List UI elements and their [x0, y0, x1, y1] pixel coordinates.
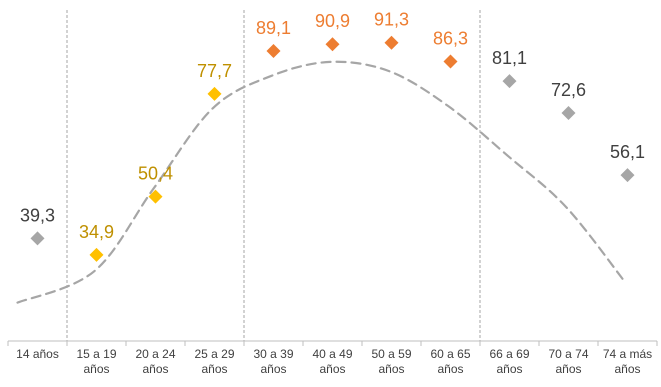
x-tick-label-line: años: [555, 362, 581, 376]
x-tick-label-line: 30 a 39: [253, 347, 293, 361]
x-tick-label-line: 70 a 74: [548, 347, 588, 361]
x-tick-label-line: años: [378, 362, 404, 376]
data-label: 77,7: [197, 61, 232, 81]
x-tick-label-line: años: [142, 362, 168, 376]
x-tick-label: 40 a 49 años: [312, 347, 352, 376]
data-point-marker: [561, 106, 576, 121]
x-tick-label-line: 60 a 65: [430, 347, 470, 361]
data-point-marker: [207, 86, 222, 101]
x-tick-label: 14 años: [16, 347, 59, 361]
data-label: 50,4: [138, 164, 173, 184]
x-tick-label-line: 66 a 69: [489, 347, 529, 361]
x-tick-label-line: 25 a 29: [194, 347, 234, 361]
data-point-marker: [443, 54, 458, 69]
x-tick-label-line: años: [496, 362, 522, 376]
x-tick-label: 30 a 39 años: [253, 347, 293, 376]
data-point-marker: [148, 189, 163, 204]
data-point-marker: [620, 168, 635, 183]
data-point-marker: [502, 74, 517, 89]
x-tick-label: 50 a 59 años: [371, 347, 411, 376]
x-tick-label-line: 20 a 24: [135, 347, 175, 361]
x-tick-label-line: años: [83, 362, 109, 376]
x-tick-label-line: 15 a 19: [76, 347, 116, 361]
data-label: 86,3: [433, 29, 468, 49]
x-tick-label: 25 a 29 años: [194, 347, 234, 376]
x-tick-label-line: 40 a 49: [312, 347, 352, 361]
data-label: 91,3: [374, 10, 409, 30]
data-label: 72,6: [551, 80, 586, 100]
data-label: 34,9: [79, 222, 114, 242]
trend-line: [16, 60, 627, 304]
x-tick-label: 74 a más años: [603, 347, 652, 376]
data-point-marker: [266, 43, 281, 58]
data-label: 90,9: [315, 11, 350, 31]
x-tick-label-line: años: [614, 362, 640, 376]
x-tick-label: 66 a 69 años: [489, 347, 529, 376]
x-tick-label: 20 a 24 años: [135, 347, 175, 376]
x-tick-label-line: años: [437, 362, 463, 376]
x-tick-label: 70 a 74 años: [548, 347, 588, 376]
data-label: 39,3: [20, 205, 55, 225]
data-label: 81,1: [492, 48, 527, 68]
x-tick-label-line: 74 a más: [603, 347, 652, 361]
data-point-marker: [89, 247, 104, 262]
data-point-marker: [325, 37, 340, 52]
x-tick-label: 15 a 19 años: [76, 347, 116, 376]
x-tick-label: 60 a 65 años: [430, 347, 470, 376]
data-point-marker: [30, 231, 45, 246]
data-point-marker: [384, 35, 399, 50]
x-tick-label-line: años: [260, 362, 286, 376]
x-tick-label-line: 50 a 59: [371, 347, 411, 361]
x-tick-label-line: años: [201, 362, 227, 376]
data-label: 89,1: [256, 18, 291, 38]
x-tick-label-line: años: [319, 362, 345, 376]
x-tick-label-line: 14 años: [16, 347, 59, 361]
data-label: 56,1: [610, 142, 645, 162]
